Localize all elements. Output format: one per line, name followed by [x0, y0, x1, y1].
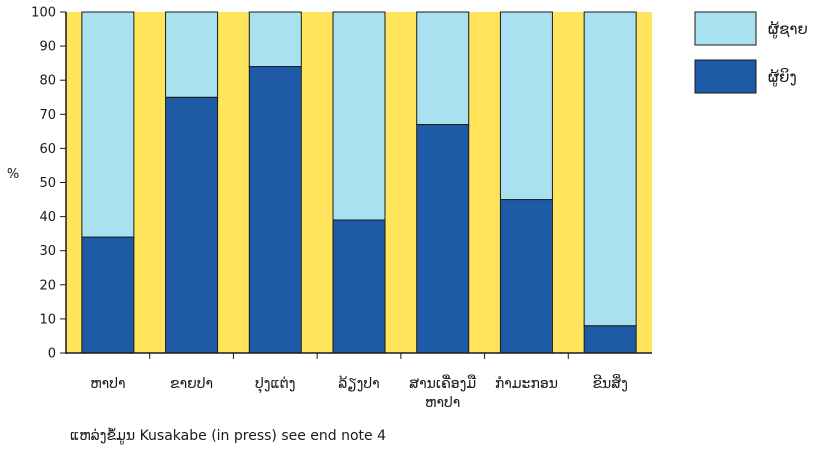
y-axis-label: %	[7, 167, 19, 182]
y-tick-label-100: 100	[31, 6, 56, 21]
legend-label-1: ຜູ້ຊາຍ	[768, 19, 808, 39]
bar-segment-women-1	[81, 236, 135, 354]
bar-segment-men-7	[583, 11, 637, 327]
bar-segment-men-2	[165, 11, 219, 98]
y-tick-label-0: 0	[48, 347, 56, 362]
y-tick-label-50: 50	[39, 176, 56, 191]
y-tick-label-70: 70	[39, 108, 56, 123]
category-label-7: ຂີນສິ່ງ	[592, 374, 627, 392]
category-label-6: ກຳມະກອນ	[495, 376, 558, 392]
legend-swatch-2	[694, 59, 757, 94]
source-note: ແຫລ່ງຂໍ້ມູນ Kusakabe (in press) see end …	[70, 428, 387, 444]
y-axis: 0 10 20 30 40 50 60 70 80 90 100%	[7, 6, 67, 362]
category-label-4: ລ້ຽງປາ	[338, 375, 379, 392]
x-axis: ຫາປາ ຂາຍປາ ປຸງແຕ່ງ ລ້ຽງປາ ສານເຄື່ອງມືຫາປາ ກຳມ…	[66, 352, 652, 411]
bar-segment-women-5	[416, 124, 470, 354]
bar-segment-men-6	[499, 11, 553, 201]
legend-swatch-1	[694, 11, 757, 46]
bar-segment-men-3	[248, 11, 302, 68]
y-tick-label-40: 40	[39, 210, 56, 225]
bar-segment-women-7	[583, 325, 637, 354]
legend-label-2: ຜູ້ຍິງ	[768, 67, 797, 87]
category-label-2: ຂາຍປາ	[170, 376, 213, 392]
bar-segment-men-4	[332, 11, 386, 221]
y-tick-label-90: 90	[39, 40, 56, 55]
category-label-1: ຫາປາ	[90, 376, 125, 392]
category-label-3: ປຸງແຕ່ງ	[255, 376, 295, 393]
bar-segment-men-5	[416, 11, 470, 126]
bar-segment-women-4	[332, 219, 386, 354]
y-tick-label-20: 20	[39, 278, 56, 293]
y-tick-label-30: 30	[39, 244, 56, 259]
bar-segment-women-3	[248, 66, 302, 354]
category-label-5: ສານເຄື່ອງມືຫາປາ	[409, 374, 476, 411]
y-tick-label-10: 10	[39, 312, 56, 327]
y-tick-label-80: 80	[39, 74, 56, 89]
bar-segment-women-6	[499, 199, 553, 354]
bar-segment-men-1	[81, 11, 135, 238]
bar-segment-women-2	[165, 96, 219, 354]
y-tick-label-60: 60	[39, 142, 56, 157]
plot-area	[66, 11, 652, 354]
